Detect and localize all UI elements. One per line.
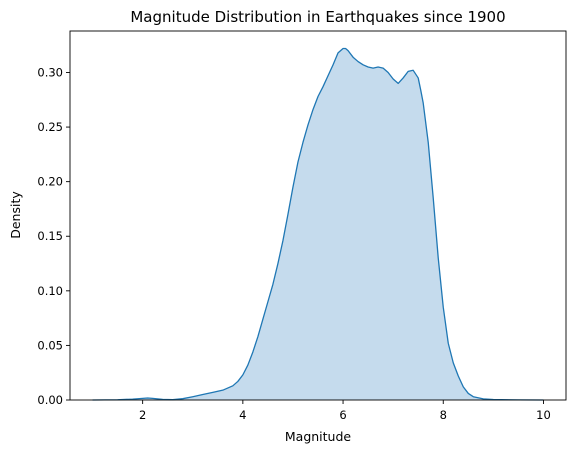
x-tick-label: 4 — [239, 408, 246, 422]
x-tick-label: 2 — [139, 408, 146, 422]
x-tick-label: 10 — [536, 408, 551, 422]
y-tick-label: 0.00 — [37, 393, 63, 407]
y-tick-label: 0.05 — [37, 338, 63, 352]
plot-area — [93, 48, 544, 400]
x-tick-label: 6 — [339, 408, 346, 422]
y-axis-ticks: 0.00 0.05 0.10 0.15 0.20 0.25 0.30 — [37, 65, 70, 407]
y-tick-label: 0.30 — [37, 65, 63, 79]
y-tick-label: 0.20 — [37, 175, 63, 189]
y-tick-label: 0.15 — [37, 229, 63, 243]
x-tick-label: 8 — [440, 408, 447, 422]
density-area — [93, 48, 544, 400]
y-tick-label: 0.25 — [37, 120, 63, 134]
x-axis-ticks: 2 4 6 8 10 — [139, 400, 551, 422]
chart-title: Magnitude Distribution in Earthquakes si… — [130, 8, 505, 26]
y-axis-label: Density — [8, 191, 23, 239]
x-axis-label: Magnitude — [285, 429, 352, 444]
y-tick-label: 0.10 — [37, 284, 63, 298]
